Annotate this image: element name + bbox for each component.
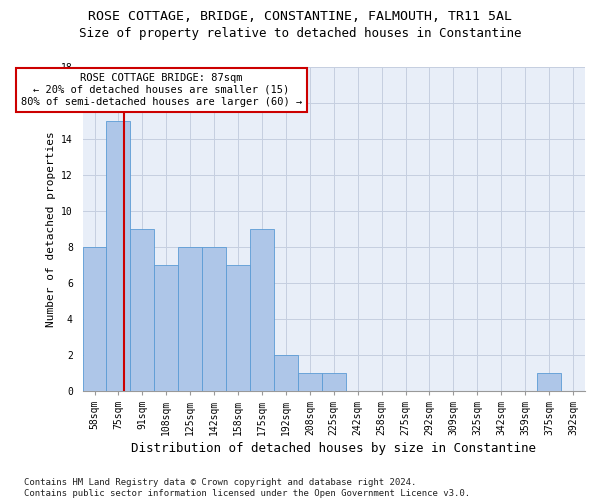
Bar: [537, 373, 561, 391]
Y-axis label: Number of detached properties: Number of detached properties: [46, 131, 56, 326]
Bar: [154, 264, 178, 391]
Text: ROSE COTTAGE, BRIDGE, CONSTANTINE, FALMOUTH, TR11 5AL: ROSE COTTAGE, BRIDGE, CONSTANTINE, FALMO…: [88, 10, 512, 23]
Bar: [322, 373, 346, 391]
Bar: [106, 120, 130, 391]
Text: ROSE COTTAGE BRIDGE: 87sqm
← 20% of detached houses are smaller (15)
80% of semi: ROSE COTTAGE BRIDGE: 87sqm ← 20% of deta…: [21, 74, 302, 106]
Text: Contains HM Land Registry data © Crown copyright and database right 2024.
Contai: Contains HM Land Registry data © Crown c…: [24, 478, 470, 498]
Bar: [202, 246, 226, 391]
Bar: [178, 246, 202, 391]
Bar: [130, 228, 154, 391]
Bar: [274, 354, 298, 391]
Bar: [250, 228, 274, 391]
Bar: [226, 264, 250, 391]
Text: Size of property relative to detached houses in Constantine: Size of property relative to detached ho…: [79, 28, 521, 40]
Bar: [298, 373, 322, 391]
Bar: [83, 246, 106, 391]
X-axis label: Distribution of detached houses by size in Constantine: Distribution of detached houses by size …: [131, 442, 536, 455]
